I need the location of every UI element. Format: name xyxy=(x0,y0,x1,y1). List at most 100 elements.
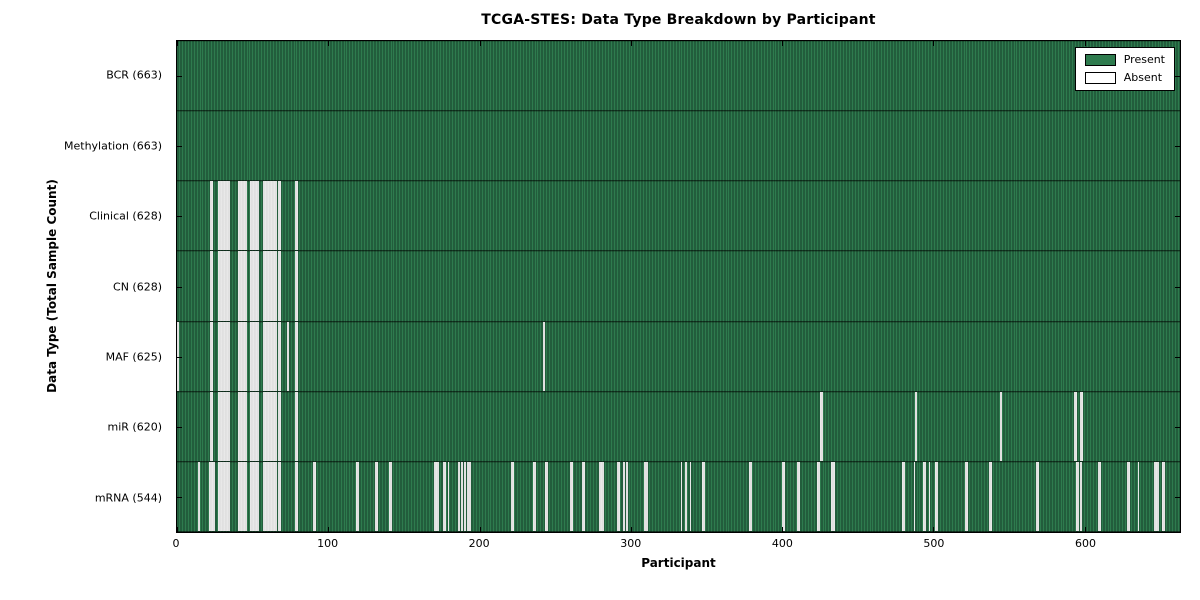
absent-mark xyxy=(583,461,586,531)
absent-mark xyxy=(210,181,212,251)
y-tick-label-BCR: BCR (663) xyxy=(106,68,162,82)
absent-mark xyxy=(228,181,230,251)
absent-mark xyxy=(219,461,221,531)
absent-mark xyxy=(1080,391,1082,461)
absent-mark xyxy=(228,321,230,391)
absent-mark xyxy=(1127,461,1129,531)
absent-mark xyxy=(901,461,904,531)
absent-mark xyxy=(275,251,277,321)
absent-mark xyxy=(245,181,247,251)
absent-mark xyxy=(680,461,683,531)
absent-mark xyxy=(251,181,253,251)
absent-mark xyxy=(924,461,926,531)
absent-mark xyxy=(390,461,392,531)
absent-mark xyxy=(243,251,246,321)
absent-mark xyxy=(966,461,969,531)
absent-mark xyxy=(644,461,646,531)
absent-mark xyxy=(1036,461,1038,531)
absent-mark xyxy=(222,321,224,391)
absent-mark xyxy=(217,461,220,531)
absent-mark xyxy=(252,251,255,321)
absent-mark xyxy=(296,251,299,321)
absent-mark xyxy=(242,391,244,461)
absent-mark xyxy=(251,251,253,321)
absent-mark xyxy=(314,461,317,531)
absent-mark xyxy=(272,391,274,461)
y-tick-mark-mRNA-right xyxy=(1175,496,1180,498)
absent-mark xyxy=(1081,391,1084,461)
absent-mark xyxy=(269,251,271,321)
absent-mark xyxy=(239,391,241,461)
x-tick-mark-300-bottom xyxy=(630,527,632,532)
absent-mark xyxy=(278,321,280,391)
plot-area: Present Absent xyxy=(176,40,1181,533)
absent-mark xyxy=(242,461,244,531)
absent-mark xyxy=(252,391,255,461)
absent-mark xyxy=(546,461,548,531)
absent-mark xyxy=(237,251,240,321)
absent-mark xyxy=(225,461,227,531)
absent-mark xyxy=(269,391,271,461)
absent-mark xyxy=(468,461,471,531)
absent-mark xyxy=(543,321,545,391)
absent-mark xyxy=(435,461,438,531)
absent-mark xyxy=(222,391,224,461)
absent-mark xyxy=(279,391,282,461)
absent-mark xyxy=(242,181,244,251)
absent-mark xyxy=(245,321,247,391)
absent-mark xyxy=(249,391,252,461)
absent-mark xyxy=(245,461,247,531)
heatmap-row-Methylation xyxy=(177,111,1180,182)
x-axis-label: Participant xyxy=(641,556,716,570)
absent-mark xyxy=(210,251,212,321)
absent-mark xyxy=(266,251,268,321)
absent-mark xyxy=(263,181,265,251)
y-tick-mark-MAF-left xyxy=(177,356,182,358)
absent-mark xyxy=(225,321,227,391)
absent-mark xyxy=(249,181,252,251)
absent-mark xyxy=(273,251,276,321)
absent-mark xyxy=(264,181,267,251)
absent-mark xyxy=(375,461,377,531)
x-tick-mark-300-top xyxy=(630,41,632,46)
absent-mark xyxy=(266,461,268,531)
absent-mark xyxy=(245,391,247,461)
absent-mark xyxy=(600,461,603,531)
absent-mark xyxy=(263,251,265,321)
absent-mark xyxy=(264,461,267,531)
x-tick-mark-100-top xyxy=(328,41,330,46)
absent-mark xyxy=(198,461,200,531)
absent-mark xyxy=(750,461,752,531)
absent-mark xyxy=(278,181,280,251)
absent-mark xyxy=(272,181,274,251)
absent-mark xyxy=(279,181,282,251)
absent-mark xyxy=(296,321,299,391)
y-tick-mark-miR-right xyxy=(1175,426,1180,428)
absent-mark xyxy=(267,391,270,461)
legend-entry-absent: Absent xyxy=(1084,71,1165,84)
absent-mark xyxy=(685,461,687,531)
absent-mark xyxy=(1161,461,1164,531)
absent-mark xyxy=(254,391,256,461)
absent-mark xyxy=(296,391,299,461)
absent-mark xyxy=(279,461,282,531)
y-tick-mark-Methylation-left xyxy=(177,146,182,148)
absent-mark xyxy=(223,321,226,391)
absent-mark xyxy=(222,251,224,321)
absent-mark xyxy=(1155,461,1158,531)
absent-mark xyxy=(437,461,439,531)
absent-mark xyxy=(217,181,220,251)
absent-mark xyxy=(602,461,604,531)
legend-label-absent: Absent xyxy=(1123,71,1163,84)
absent-mark xyxy=(254,181,256,251)
absent-mark xyxy=(444,461,447,531)
absent-mark xyxy=(1077,461,1079,531)
absent-mark xyxy=(798,461,801,531)
absent-mark xyxy=(1074,391,1076,461)
absent-mark xyxy=(833,461,836,531)
absent-mark xyxy=(226,321,229,391)
absent-mark xyxy=(264,321,267,391)
absent-mark xyxy=(211,391,214,461)
absent-mark xyxy=(257,181,259,251)
absent-mark xyxy=(257,321,259,391)
